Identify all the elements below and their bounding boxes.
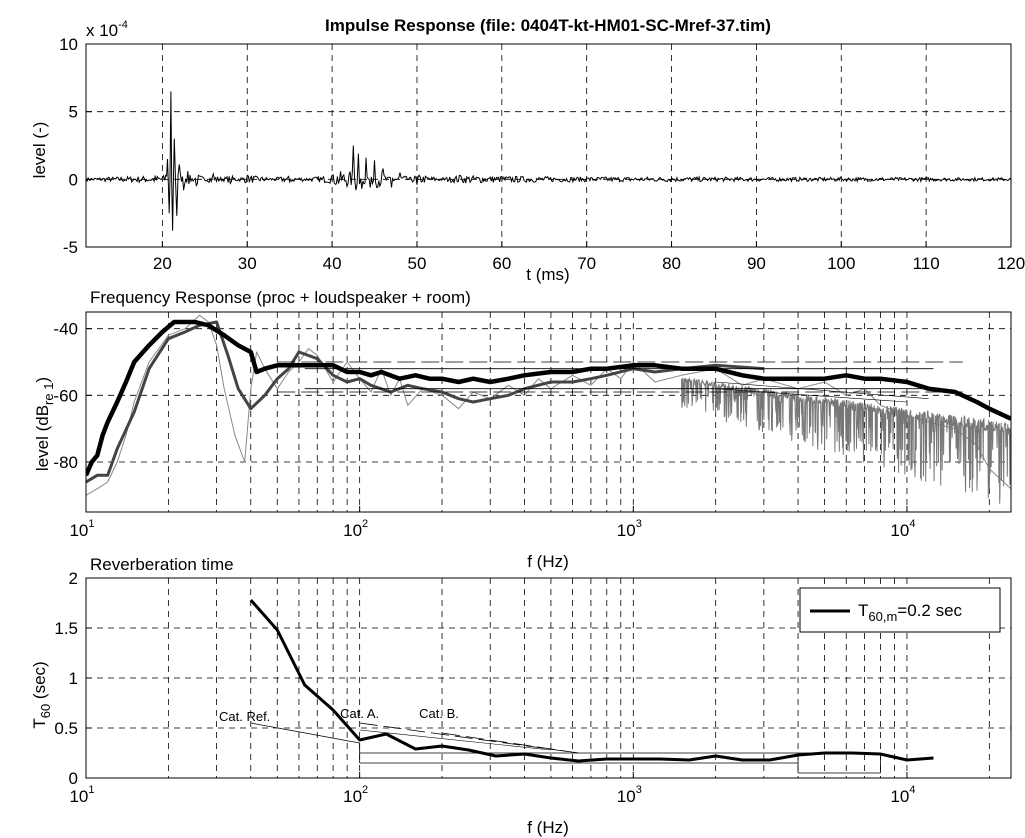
impulse-panel: Impulse Response (file: 0404T-kt-HM01-SC…: [30, 16, 1025, 284]
reverb-annotation: Cat. B.: [419, 706, 459, 721]
frequency-x-tick-label: 104: [890, 518, 915, 540]
frequency-x-tick-exp: 2: [362, 518, 368, 530]
reverb-x-tick-exp: 4: [909, 784, 915, 796]
impulse-x-tick-label: 120: [997, 254, 1025, 273]
impulse-x-tick-label: 70: [577, 254, 596, 273]
frequency-reference-line: [715, 381, 929, 399]
frequency-series-medium: [86, 320, 765, 484]
impulse-response-trace: [85, 91, 1012, 231]
frequency-reference-line: [715, 388, 907, 403]
reverb-reference-line: [359, 729, 551, 751]
reverb-x-tick-exp: 1: [88, 784, 94, 796]
frequency-plot-area: [86, 314, 1011, 504]
impulse-x-tick-label: 90: [747, 254, 766, 273]
frequency-x-tick-exp: 1: [88, 518, 94, 530]
frequency-x-tick-base: 10: [890, 521, 909, 540]
frequency-title: Frequency Response (proc + loudspeaker +…: [90, 288, 471, 307]
reverb-y-label-main: T: [30, 718, 49, 728]
reverb-y-tick-label: 1.5: [54, 619, 78, 638]
impulse-x-tick-label: 80: [662, 254, 681, 273]
reverb-x-tick-label: 101: [69, 784, 94, 806]
impulse-ticks: 20 30 40 50 60 70 80 90 100 110 120 -5 0 5 10: [59, 35, 1025, 273]
frequency-x-tick-label: 103: [617, 518, 642, 540]
impulse-x-tick-label: 50: [408, 254, 427, 273]
reverb-y-label-sub: 60: [38, 704, 53, 718]
frequency-y-tick-label: -80: [53, 453, 78, 472]
reverb-grid: [86, 578, 1011, 778]
impulse-x-label: t (ms): [526, 265, 569, 284]
frequency-ticks: 101 102 103 104-40-60-80: [53, 320, 915, 540]
reverb-plot-area: Cat. Ref. Cat. A. Cat. B.: [219, 599, 934, 774]
impulse-y-multiplier-exp: -4: [118, 19, 128, 31]
frequency-y-label-close: ): [33, 377, 52, 383]
impulse-title: Impulse Response (file: 0404T-kt-HM01-SC…: [325, 16, 771, 35]
reverb-x-tick-label: 104: [890, 784, 915, 806]
frequency-y-label-sub: re 1: [41, 383, 56, 405]
frequency-y-tick-label: -60: [53, 386, 78, 405]
reverb-y-label-tail: (sec): [30, 661, 49, 704]
impulse-plot-area: [85, 91, 1012, 231]
reverb-legend: T60,m=0.2 sec: [799, 587, 1001, 633]
reverb-legend-label-tail: =0.2 sec: [897, 601, 962, 620]
reverb-x-tick-base: 10: [617, 787, 636, 806]
reverb-y-tick-label: 0: [69, 769, 78, 788]
frequency-x-tick-base: 10: [617, 521, 636, 540]
frequency-series-group: [86, 314, 1011, 504]
frequency-x-tick-base: 10: [69, 521, 88, 540]
frequency-y-label-main: level (dB: [33, 405, 52, 471]
impulse-y-tick-label: 5: [69, 103, 78, 122]
impulse-y-tick-label: 0: [69, 170, 78, 189]
reverb-x-label: f (Hz): [527, 818, 569, 837]
reverb-title: Reverberation time: [90, 555, 234, 574]
impulse-axes-frame: [85, 43, 1012, 248]
frequency-x-tick-label: 102: [343, 518, 368, 540]
reverb-annotation: Cat. Ref.: [219, 709, 270, 724]
frequency-x-tick-base: 10: [343, 521, 362, 540]
reverb-panel: Reverberation time T60 (sec) f (Hz) Cat.…: [30, 555, 1012, 837]
reverb-x-tick-exp: 2: [362, 784, 368, 796]
reverb-x-tick-base: 10: [890, 787, 909, 806]
reverb-legend-label-sub: 60,m: [868, 609, 897, 624]
impulse-x-tick-label: 20: [153, 254, 172, 273]
reverb-annotation: Cat. A.: [340, 706, 379, 721]
impulse-x-tick-label: 100: [827, 254, 855, 273]
frequency-x-tick-exp: 4: [909, 518, 915, 530]
frequency-series-smoothed: [86, 319, 1011, 477]
impulse-x-tick-label: 30: [238, 254, 257, 273]
reverb-y-tick-label: 0.5: [54, 719, 78, 738]
reverb-y-label: T60 (sec): [30, 661, 53, 728]
frequency-grid: [86, 312, 1011, 512]
frequency-axes-frame: [85, 311, 1012, 513]
frequency-panel: Frequency Response (proc + loudspeaker +…: [33, 288, 1012, 571]
impulse-y-multiplier-base: x 10: [86, 21, 118, 40]
impulse-y-multiplier: x 10-4: [86, 19, 128, 40]
frequency-x-tick-label: 101: [69, 518, 94, 540]
reverb-legend-label-main: T: [858, 601, 868, 620]
reverb-y-tick-label: 1: [69, 669, 78, 688]
impulse-y-label: level (-): [30, 122, 49, 179]
frequency-x-tick-exp: 3: [636, 518, 642, 530]
frequency-y-tick-label: -40: [53, 320, 78, 339]
reverb-x-tick-label: 102: [343, 784, 368, 806]
reverb-t60-curve: [249, 599, 934, 763]
impulse-x-tick-label: 40: [323, 254, 342, 273]
frequency-series-hf-fine: [681, 376, 1011, 504]
reverb-x-tick-base: 10: [69, 787, 88, 806]
reverb-legend-label: T60,m=0.2 sec: [858, 601, 963, 624]
impulse-y-tick-label: 10: [59, 35, 78, 54]
impulse-x-tick-label: 60: [492, 254, 511, 273]
reverb-x-tick-label: 103: [617, 784, 642, 806]
frequency-x-label: f (Hz): [527, 552, 569, 571]
impulse-x-tick-label: 110: [913, 254, 940, 273]
reverb-x-tick-exp: 3: [636, 784, 642, 796]
impulse-y-tick-label: -5: [63, 238, 78, 257]
frequency-y-label: level (dBre 1): [33, 377, 56, 471]
reverb-x-tick-base: 10: [343, 787, 362, 806]
reverb-reference-line: [250, 722, 360, 744]
reverb-y-tick-label: 2: [69, 569, 78, 588]
